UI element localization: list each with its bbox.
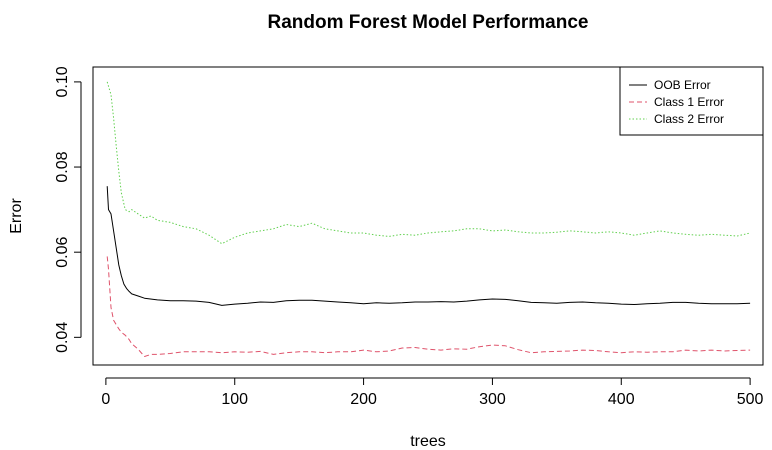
legend-label: Class 2 Error: [654, 112, 724, 126]
series-line-2: [106, 256, 751, 357]
y-tick-label: 0.08: [54, 151, 71, 182]
y-tick-label: 0.06: [54, 237, 71, 268]
series-layer: [106, 81, 751, 357]
x-tick-label: 0: [101, 391, 110, 408]
y-tick-label: 0.04: [54, 322, 71, 353]
legend-items: OOB Error Class 1 Error Class 2 Error: [629, 78, 724, 126]
x-tick-label: 300: [479, 391, 506, 408]
y-tick-label: 0.10: [54, 66, 71, 97]
chart-title: Random Forest Model Performance: [268, 12, 589, 33]
plot-frame: [92, 66, 764, 366]
y-axis-title: Error: [8, 198, 25, 234]
series-line-3: [106, 81, 751, 245]
x-axis: 0 100 200 300 400 500: [101, 377, 764, 408]
x-tick-label: 100: [221, 391, 248, 408]
x-tick-label: 500: [737, 391, 764, 408]
legend-label: OOB Error: [654, 78, 711, 92]
legend-label: Class 1 Error: [654, 95, 724, 109]
x-axis-title: trees: [410, 433, 446, 450]
x-tick-label: 200: [350, 391, 377, 408]
series-line-1: [106, 186, 751, 306]
legend: OOB Error Class 1 Error Class 2 Error: [619, 66, 764, 136]
x-tick-label: 400: [608, 391, 635, 408]
y-axis: 0.04 0.06 0.08 0.10: [54, 66, 82, 353]
plot-area: [92, 66, 764, 366]
legend-box: [619, 66, 764, 136]
